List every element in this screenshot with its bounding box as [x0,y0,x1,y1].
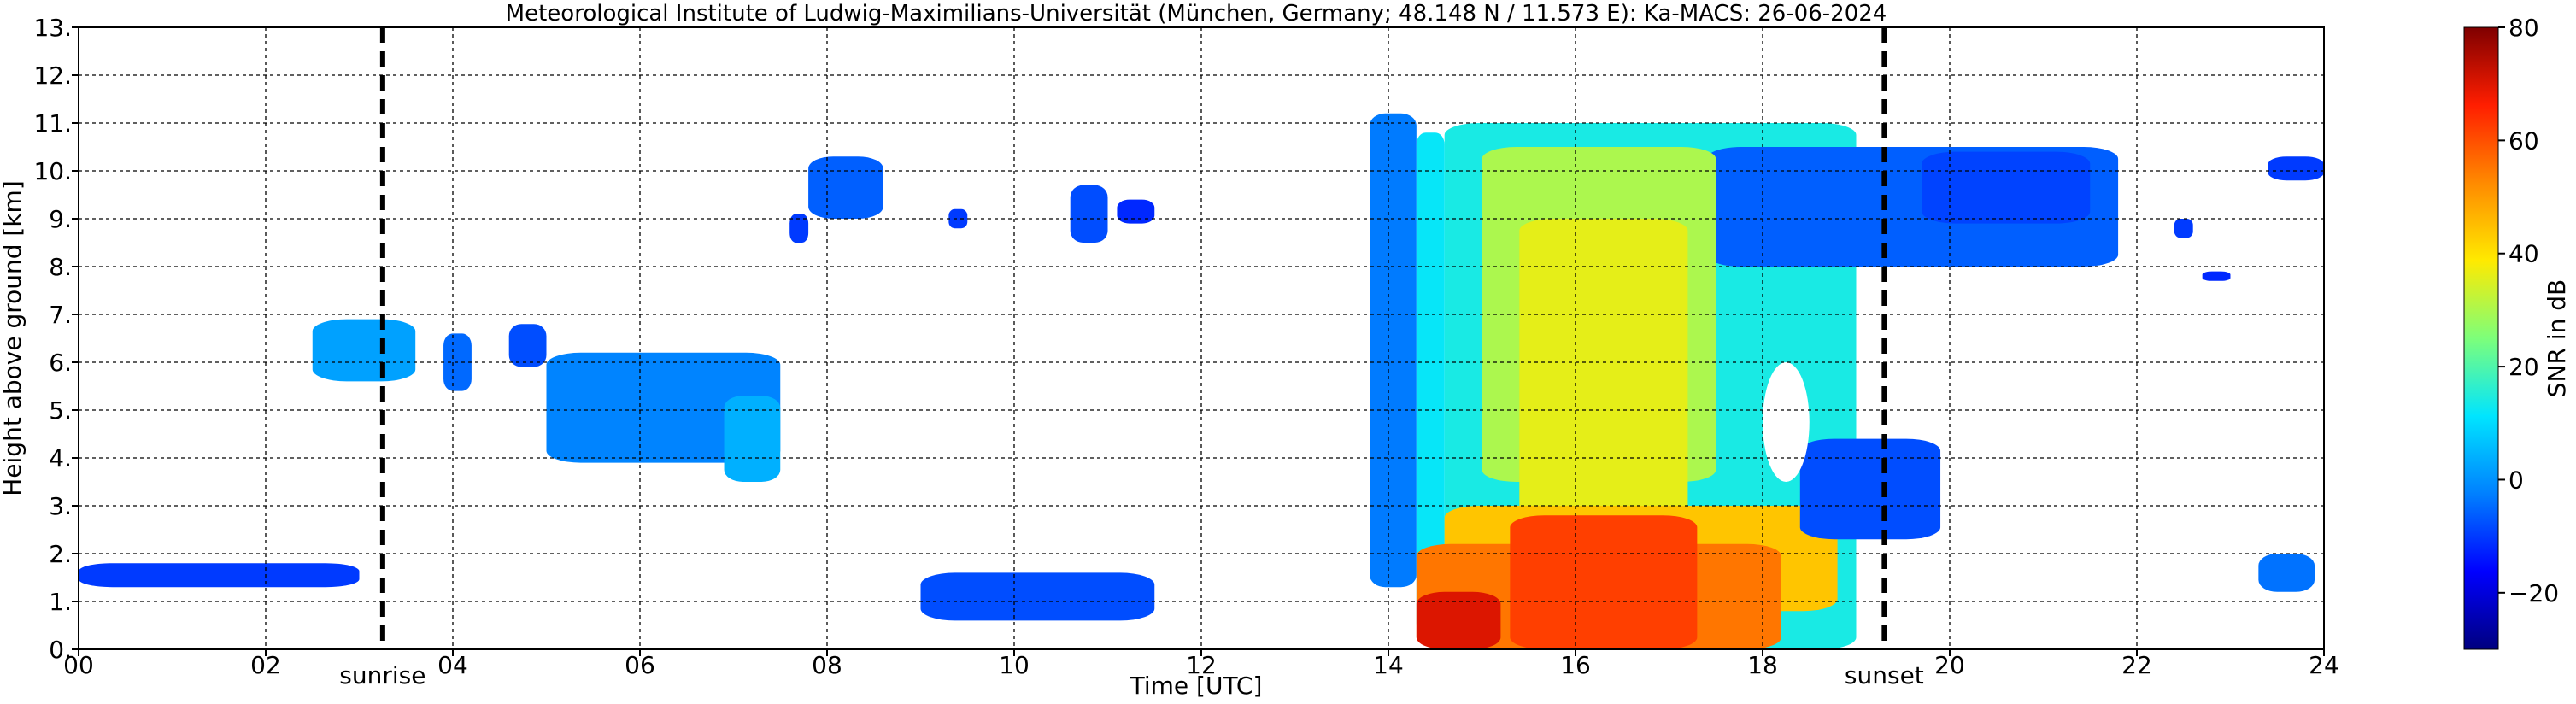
y-tick-label: 4. [49,444,72,472]
x-tick-label: 10 [999,651,1030,679]
x-tick-label: 24 [2309,651,2339,679]
x-axis-ticks: 00 02 04 06 08 10 12 14 16 18 20 22 24 [63,649,2339,679]
snr-region [1070,185,1108,243]
snr-region [1519,219,1688,554]
y-tick-label: 2. [49,540,72,568]
y-tick-label: 10. [33,157,72,185]
snr-region [724,396,781,482]
snr-region [1370,113,1417,588]
snr-field [79,113,2324,649]
colorbar-ticks: −20 0 20 40 60 80 [2498,14,2559,607]
chart-title: Meteorological Institute of Ludwig-Maxim… [506,1,1887,26]
colorbar-tick-label: 0 [2509,466,2524,494]
y-tick-label: 9. [49,205,72,233]
y-tick-label: 6. [49,349,72,377]
x-tick-label: 20 [1934,651,1965,679]
colorbar-tick-label: 60 [2509,126,2539,155]
snr-region [1922,151,2091,224]
x-tick-label: 18 [1747,651,1778,679]
snr-region [1416,591,1501,649]
snr-region [1416,132,1445,636]
y-tick-label: 1. [49,588,72,616]
y-tick-label: 8. [49,253,72,281]
colorbar-tick-label: −20 [2509,579,2559,607]
snr-region [2174,219,2193,238]
snr-region [546,352,781,463]
y-tick-label: 13. [33,14,72,42]
x-tick-label: 16 [1560,651,1591,679]
snr-region [808,156,883,219]
y-tick-label: 12. [33,62,72,90]
marker-label-sunrise: sunrise [339,661,425,689]
snr-region [2202,271,2231,281]
y-tick-label: 5. [49,396,72,425]
y-tick-label: 0. [49,636,72,664]
x-tick-label: 12 [1186,651,1217,679]
y-axis-label: Height above ground [km] [0,180,26,496]
y-tick-label: 11. [33,109,72,138]
snr-region [2268,156,2324,181]
snr-region [508,324,547,367]
snr-region [920,572,1155,621]
y-axis-ticks: 0. 1. 2. 3. 4. 5. 6. 7. 8. 9. 10. 11. 12. 13. [33,14,79,664]
y-tick-label: 7. [49,301,72,329]
marker-label-sunset: sunset [1845,661,1924,689]
x-tick-label: 02 [250,651,281,679]
snr-region [79,563,360,588]
x-tick-label: 06 [625,651,655,679]
x-tick-label: 08 [812,651,842,679]
colorbar-tick-label: 80 [2509,14,2539,42]
snr-region [789,214,809,243]
colorbar-tick-label: 40 [2509,240,2539,268]
x-tick-label: 22 [2121,651,2152,679]
x-tick-label: 14 [1373,651,1404,679]
colorbar-tick-label: 20 [2509,353,2539,381]
colorbar [2463,26,2499,650]
sun-markers: sunrise sunset [339,27,1924,689]
y-tick-label: 3. [49,492,72,520]
snr-region [1117,199,1155,224]
colorbar-label: SNR in dB [2543,279,2571,397]
snr-region [2258,554,2315,592]
cloud-hole [1763,362,1810,482]
snr-region [1799,438,1941,540]
x-tick-label: 04 [437,651,468,679]
snr-region [948,208,968,229]
snr-region [1510,515,1698,649]
x-axis-label: Time [UTC] [1130,672,1263,700]
snr-region [312,319,416,382]
x-tick-label: 00 [63,651,94,679]
